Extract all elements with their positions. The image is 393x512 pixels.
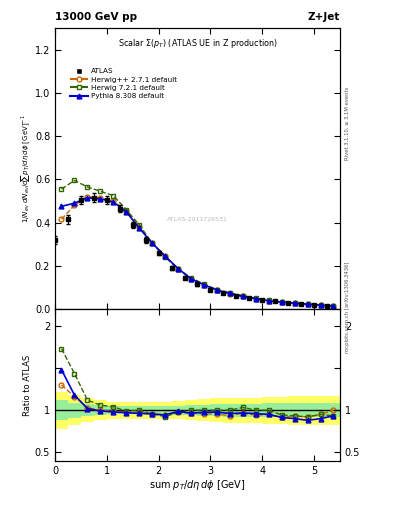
Legend: ATLAS, Herwig++ 2.7.1 default, Herwig 7.2.1 default, Pythia 8.308 default: ATLAS, Herwig++ 2.7.1 default, Herwig 7.… — [67, 66, 180, 102]
X-axis label: sum $p_T/d\eta\,d\phi$ [GeV]: sum $p_T/d\eta\,d\phi$ [GeV] — [149, 478, 246, 493]
Text: mcplots.cern.ch [arXiv:1306.3436]: mcplots.cern.ch [arXiv:1306.3436] — [345, 262, 350, 353]
Text: Scalar $\Sigma(p_T)$ (ATLAS UE in Z production): Scalar $\Sigma(p_T)$ (ATLAS UE in Z prod… — [118, 36, 277, 50]
Y-axis label: $1/N_{ev}\ dN_{ev}/d\!\sum p_T/d\eta\,d\phi\ [\mathrm{GeV}]^{-1}$: $1/N_{ev}\ dN_{ev}/d\!\sum p_T/d\eta\,d\… — [19, 114, 32, 223]
Text: ATLAS-2011726531: ATLAS-2011726531 — [167, 217, 228, 222]
Text: 13000 GeV pp: 13000 GeV pp — [55, 11, 137, 22]
Text: Z+Jet: Z+Jet — [308, 11, 340, 22]
Text: Rivet 3.1.10, ≥ 3.1M events: Rivet 3.1.10, ≥ 3.1M events — [345, 86, 350, 160]
Y-axis label: Ratio to ATLAS: Ratio to ATLAS — [23, 354, 32, 416]
